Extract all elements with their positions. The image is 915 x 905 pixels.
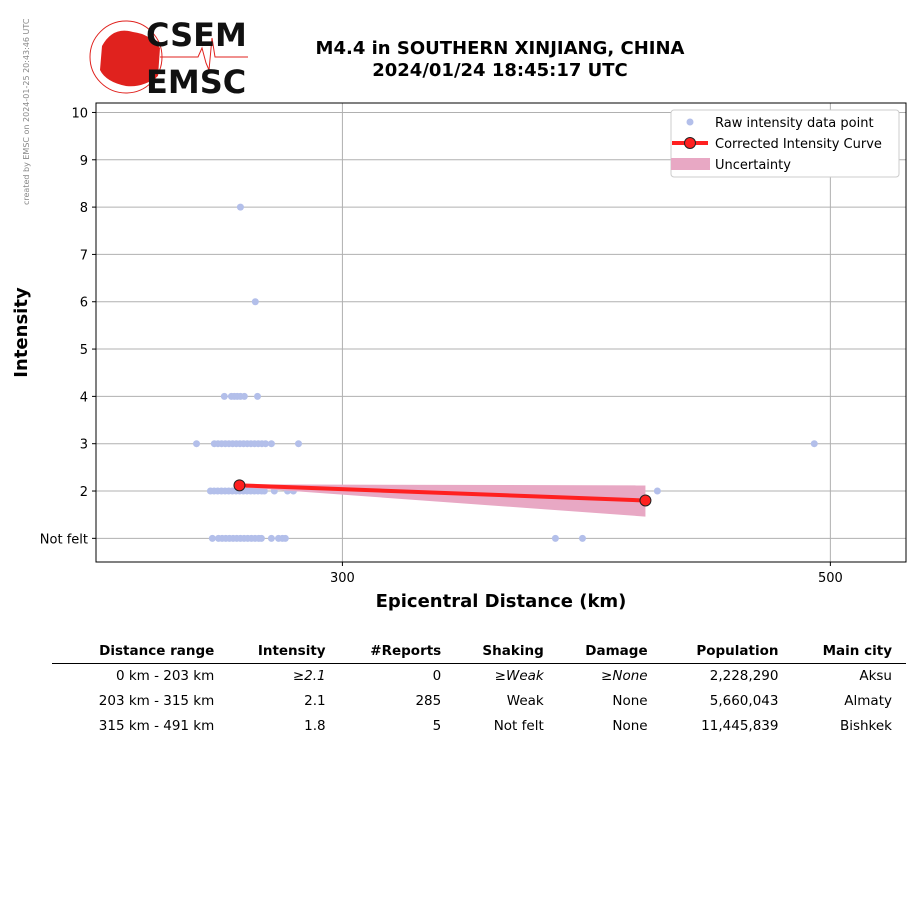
raw-data-point	[578, 534, 586, 542]
table-cell: ≥None	[601, 668, 648, 684]
table-row: 203 km - 315 km 2.1 285 Weak None 5,660,043 Al…	[52, 689, 906, 714]
uncertainty-band	[239, 484, 646, 517]
y-tick-label: 10	[71, 106, 88, 121]
title-line-1: M4.4 in SOUTHERN XINJIANG, CHINA	[315, 38, 685, 59]
y-tick-label: 4	[80, 390, 88, 405]
raw-data-point	[267, 534, 275, 542]
table-cell: None	[612, 693, 648, 709]
raw-data-point	[810, 440, 818, 448]
x-tick-label: 300	[330, 571, 355, 586]
table-cell: 1.8	[304, 718, 326, 734]
table-cell: 2,228,290	[709, 668, 779, 684]
intensity-table: Distance range Intensity #Reports Shaking Da…	[52, 640, 906, 739]
table-cell: 203 km - 315 km	[98, 693, 215, 709]
y-tick-label: 6	[80, 296, 88, 311]
table-cell: Almaty	[844, 693, 892, 709]
corrected-intensity-curve	[239, 483, 646, 503]
legend-box	[670, 109, 900, 178]
table-cell: 11,445,839	[701, 718, 779, 734]
legend-uncertainty-swatch	[671, 158, 710, 170]
column-header: Distance range	[52, 640, 229, 664]
raw-data-point	[257, 534, 265, 542]
column-header: Intensity	[228, 640, 340, 664]
raw-data-point	[251, 298, 259, 306]
table-cell: 5,660,043	[709, 693, 779, 709]
table-row: 315 km - 491 km 1.8 5 Not felt None 11,445,83…	[52, 714, 906, 739]
raw-data-point	[193, 440, 201, 448]
column-header: Population	[661, 640, 793, 664]
y-tick-label: Not felt	[40, 532, 88, 547]
x-axis-label: Epicentral Distance (km)	[376, 591, 627, 612]
chart-title: M4.4 in SOUTHERN XINJIANG, CHINA 2024/01…	[250, 38, 750, 82]
table-cell: 0 km - 203 km	[115, 668, 215, 684]
table-cell: 315 km - 491 km	[98, 718, 215, 734]
table-cell: 2.1	[304, 693, 326, 709]
raw-data-point	[551, 534, 559, 542]
y-tick-label: 8	[80, 201, 88, 216]
table-cell: ≥2.1	[292, 668, 326, 684]
raw-data-point	[236, 203, 244, 211]
y-tick-label: 9	[80, 154, 88, 169]
raw-data-point	[267, 440, 275, 448]
raw-data-point	[220, 392, 228, 400]
svg-text:CSEM: CSEM	[146, 18, 247, 54]
curve-marker	[233, 479, 246, 492]
legend-point-marker	[686, 118, 694, 126]
y-tick-label: 5	[80, 343, 88, 358]
title-line-2: 2024/01/24 18:45:17 UTC	[372, 60, 628, 81]
table-cell: Weak	[506, 693, 544, 709]
table-row: 0 km - 203 km ≥2.1 0 ≥Weak ≥None 2,228,290 Aks…	[52, 664, 906, 690]
column-header: Main city	[792, 640, 906, 664]
raw-data-point	[295, 440, 302, 448]
table-cell: ≥Weak	[494, 668, 544, 684]
table-cell: 0	[432, 668, 442, 684]
raw-data-point	[281, 534, 289, 542]
column-header: Shaking	[455, 640, 558, 664]
legend-curve-marker	[684, 137, 696, 149]
legend-label: Raw intensity data point	[715, 116, 874, 131]
raw-data-point	[653, 487, 661, 495]
y-tick-label: 2	[80, 485, 88, 500]
intensity-chart: Not felt 2 3 4 5 6 7 8 9 10 300 500 Epicentral Dista…	[11, 102, 907, 612]
raw-data-point	[240, 392, 248, 400]
legend-label: Corrected Intensity Curve	[715, 137, 882, 152]
svg-text:EMSC: EMSC	[146, 63, 246, 98]
table-cell: None	[612, 718, 648, 734]
raw-data-point	[208, 534, 216, 542]
legend-label: Uncertainty	[715, 158, 791, 173]
raw-data-point	[254, 392, 262, 400]
table-cell: Not felt	[493, 718, 544, 734]
emsc-logo: CSEM EMSC	[89, 18, 248, 98]
raw-data-point	[262, 440, 270, 448]
curve-marker	[639, 494, 652, 507]
y-tick-label: 3	[80, 438, 88, 453]
x-tick-label: 500	[818, 571, 843, 586]
y-axis-label: Intensity	[11, 287, 32, 378]
column-header: #Reports	[339, 640, 456, 664]
table-cell: Aksu	[859, 668, 892, 684]
plot-frame	[95, 102, 907, 563]
table-cell: 285	[415, 693, 442, 709]
column-header: Damage	[557, 640, 662, 664]
y-tick-label: 7	[80, 248, 88, 263]
table-cell: 5	[432, 718, 442, 734]
table-cell: Bishkek	[839, 718, 892, 734]
raw-data-point	[260, 487, 268, 495]
